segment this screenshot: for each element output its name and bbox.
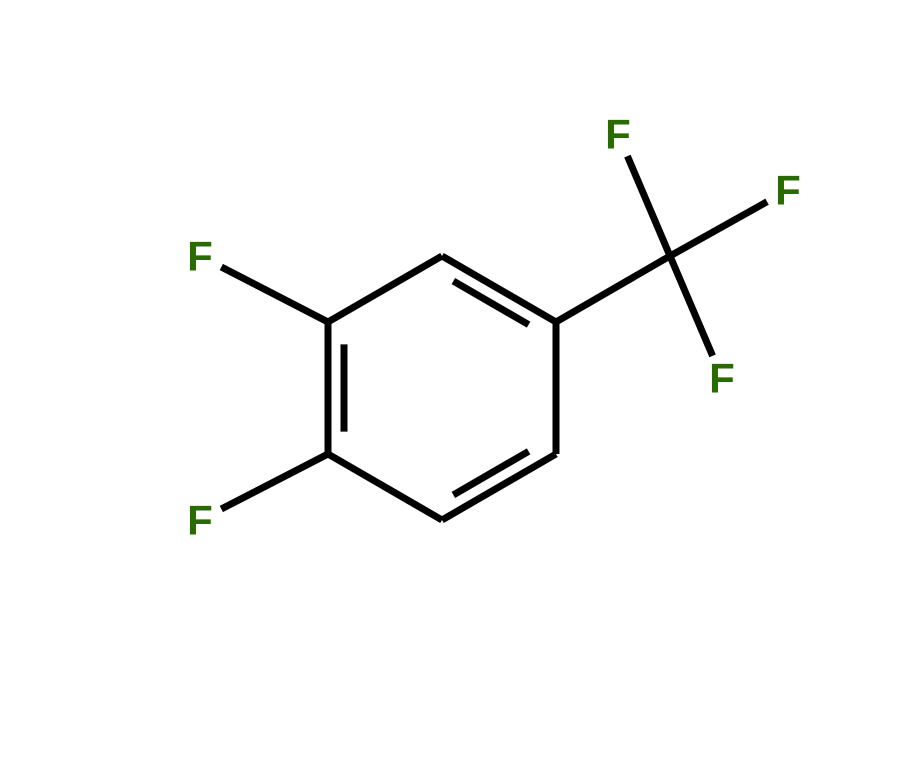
atom-label-f7a: F: [605, 111, 631, 158]
bond-line: [328, 256, 442, 322]
atom-label-f4: F: [187, 233, 213, 280]
atom-label-f7b: F: [775, 167, 801, 214]
bond-line: [221, 454, 328, 509]
bond-line: [328, 454, 442, 520]
bond-line: [442, 454, 556, 520]
bond-line: [556, 256, 670, 322]
bond-line: [221, 267, 328, 322]
molecule-diagram: F F F F F: [0, 0, 897, 777]
atom-label-f3: F: [187, 497, 213, 544]
bond-line: [670, 256, 713, 356]
atom-label-f7c: F: [709, 355, 735, 402]
bond-line: [670, 202, 767, 256]
bond-line: [442, 256, 556, 322]
bond-line: [627, 156, 670, 256]
